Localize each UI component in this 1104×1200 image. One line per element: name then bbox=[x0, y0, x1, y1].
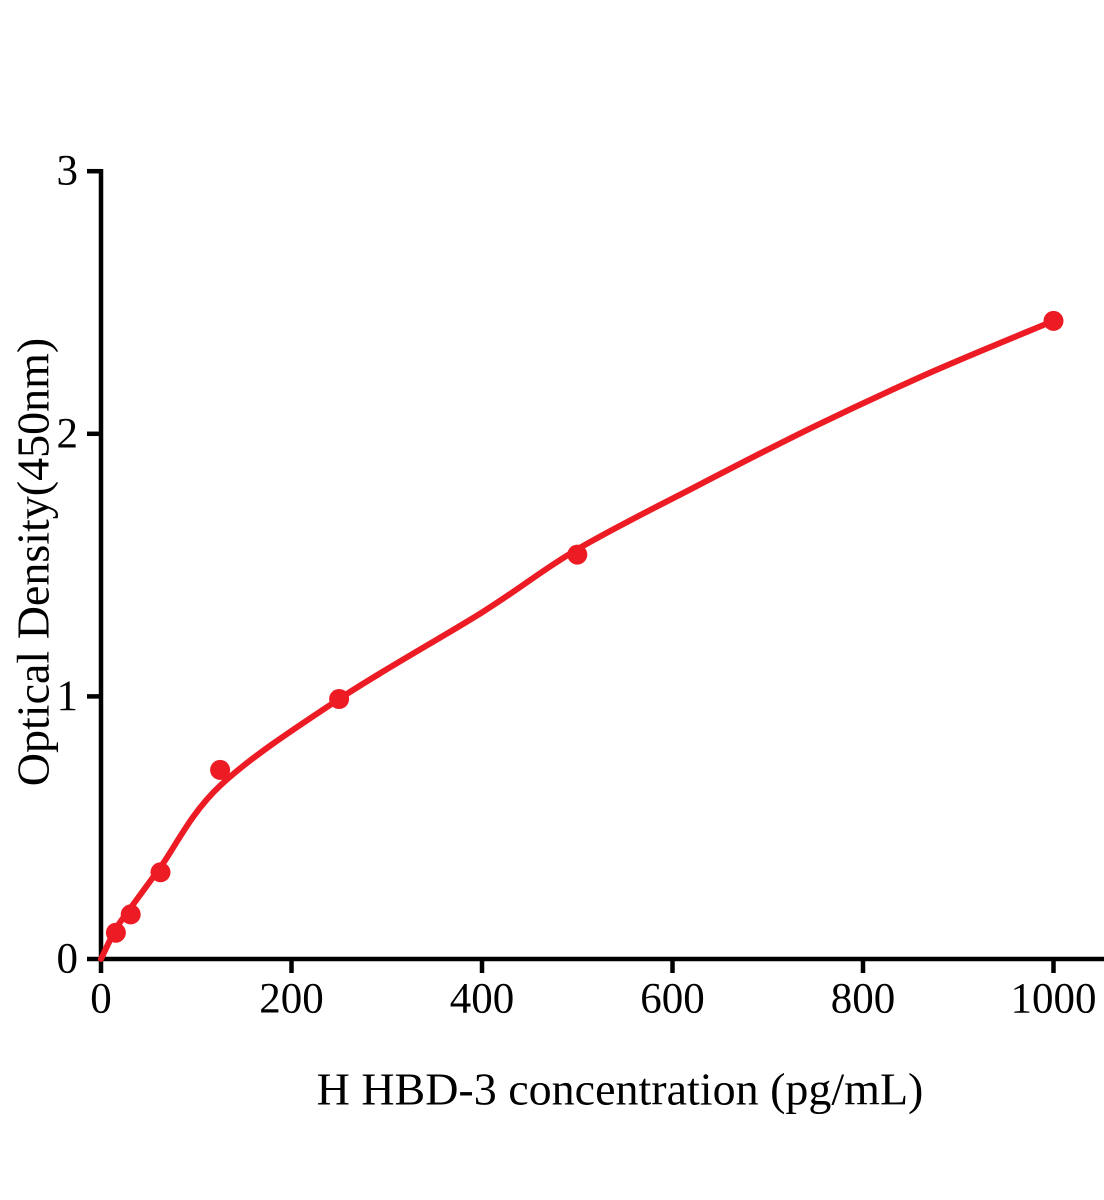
x-axis: 0 200 400 600 800 1000 bbox=[90, 956, 1104, 1023]
x-axis-title: H HBD-3 concentration (pg/mL) bbox=[317, 1064, 924, 1115]
data-point bbox=[329, 689, 350, 709]
data-point bbox=[210, 759, 231, 780]
y-tick-label: 1 bbox=[57, 673, 79, 720]
x-tick-label: 400 bbox=[450, 976, 515, 1023]
x-tick-label: 800 bbox=[831, 976, 896, 1023]
data-point bbox=[120, 904, 141, 925]
y-axis-title: Optical Density(450nm) bbox=[8, 338, 59, 786]
y-tick-label: 3 bbox=[57, 148, 79, 195]
data-point bbox=[1043, 310, 1064, 331]
data-point bbox=[105, 922, 126, 943]
x-tick-label: 200 bbox=[259, 976, 324, 1023]
data-points bbox=[105, 310, 1064, 943]
x-tick-label: 1000 bbox=[1011, 976, 1097, 1023]
y-axis: 0 1 2 3 bbox=[57, 148, 104, 983]
y-tick-label: 2 bbox=[57, 410, 79, 457]
data-point bbox=[150, 862, 171, 883]
y-axis-tick-labels: 0 1 2 3 bbox=[57, 148, 79, 983]
x-tick-label: 600 bbox=[640, 976, 705, 1023]
x-axis-tick-labels: 0 200 400 600 800 1000 bbox=[90, 976, 1096, 1023]
data-point bbox=[567, 544, 588, 565]
x-tick-label: 0 bbox=[90, 976, 112, 1023]
y-tick-label: 0 bbox=[57, 936, 79, 983]
fit-curve-line bbox=[98, 317, 1057, 962]
